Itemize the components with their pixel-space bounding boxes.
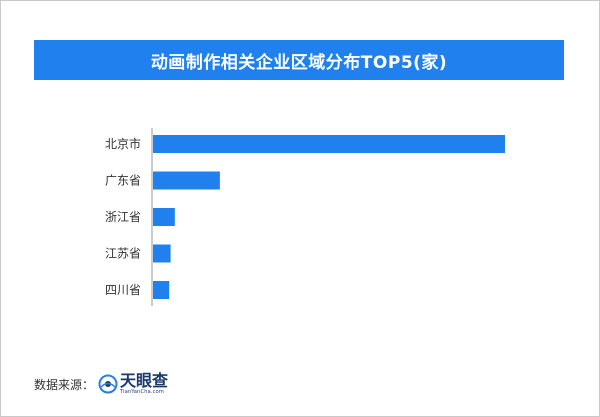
logo-name: 天眼查 <box>120 371 169 390</box>
bar-2 <box>153 208 175 226</box>
category-label-1: 广东省 <box>105 174 141 188</box>
logo-subtitle: TianYanCha.com <box>120 389 164 395</box>
category-label-2: 浙江省 <box>105 210 141 224</box>
bar-4 <box>153 281 170 299</box>
source-label: 数据来源： <box>34 377 95 392</box>
bar-0 <box>153 135 505 153</box>
source-line: 数据来源： 天眼查 TianYanCha.com <box>34 373 168 395</box>
category-label-4: 四川省 <box>105 283 141 297</box>
category-label-0: 北京市 <box>105 136 141 151</box>
bar-3 <box>153 244 171 263</box>
chart-title: 动画制作相关企业区域分布TOP5(家) <box>34 40 564 80</box>
bar-1 <box>153 171 220 190</box>
category-label-3: 江苏省 <box>105 247 141 261</box>
tianyancha-logo: 天眼查 TianYanCha.com <box>98 373 168 395</box>
eye-icon <box>98 374 118 394</box>
